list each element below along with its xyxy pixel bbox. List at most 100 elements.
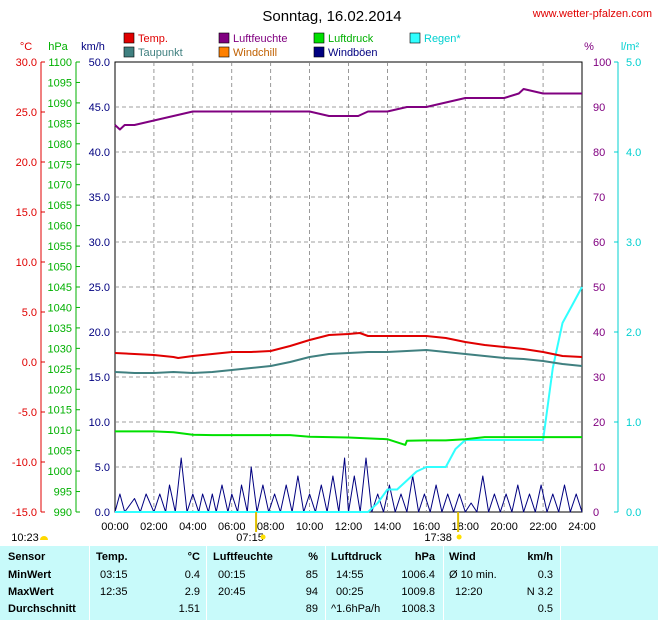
pressure-value: 1009.8	[401, 586, 435, 598]
humidity-tick-label: 90	[593, 102, 605, 114]
header-pressure: Luftdruck	[331, 551, 382, 563]
x-tick-label: 22:00	[529, 521, 557, 533]
pressure-tick-label: 1080	[48, 139, 72, 151]
wind-value: N 3.2	[526, 586, 553, 598]
pressure-tick-label: 1085	[48, 118, 72, 130]
x-tick-label: 02:00	[140, 521, 168, 533]
temp-tick-label: 10.0	[16, 257, 37, 269]
row-label: MinWert	[8, 569, 52, 581]
temp-tick-label: 0.0	[22, 357, 37, 369]
humidity-tick-label: 0	[593, 507, 599, 519]
temp-value: 1.51	[178, 603, 200, 615]
temp-tick-label: 30.0	[16, 57, 37, 69]
legend-swatch	[123, 32, 135, 44]
pressure-tick-label: 1035	[48, 323, 72, 335]
temp-tick-label: -5.0	[18, 407, 37, 419]
x-tick-label: 00:00	[101, 521, 129, 533]
humidity-tick-label: 80	[593, 147, 605, 159]
pressure-tick-label: 1030	[48, 343, 72, 355]
pressure-tick-label: 1070	[48, 180, 72, 192]
legend-swatch	[409, 32, 421, 44]
header-sensor: Sensor	[8, 551, 46, 563]
wind-tick-label: 25.0	[89, 282, 110, 294]
header-pressure-unit: hPa	[414, 551, 435, 563]
rain-axis-unit: l/m²	[621, 41, 640, 53]
x-tick-label: 10:00	[296, 521, 324, 533]
pressure-tick-label: 1025	[48, 364, 72, 376]
humidity-value: 89	[305, 603, 318, 615]
pressure-axis-unit: hPa	[48, 41, 68, 53]
humidity-tick-label: 30	[593, 372, 605, 384]
temp-axis-unit: °C	[20, 41, 32, 53]
moon-icon	[40, 536, 48, 540]
chart-title: Sonntag, 16.02.2014	[262, 8, 401, 25]
moonrise-label: 10:23	[11, 532, 39, 544]
header-humidity-unit: %	[308, 551, 318, 563]
pressure-tick-label: 1060	[48, 221, 72, 233]
x-tick-label: 04:00	[179, 521, 207, 533]
pressure-tick-label: 1000	[48, 466, 72, 478]
wind-tick-label: 35.0	[89, 192, 110, 204]
temp-time: 03:15	[100, 569, 128, 581]
wind-tick-label: 20.0	[89, 327, 110, 339]
header-humidity: Luftfeuchte	[213, 551, 273, 563]
weather-chart: Sonntag, 16.02.2014 www.wetter-pfalzen.co…	[11, 8, 652, 544]
x-tick-label: 16:00	[413, 521, 441, 533]
temp-value: 0.4	[184, 569, 200, 581]
x-tick-label: 14:00	[374, 521, 402, 533]
pressure-tick-label: 1005	[48, 446, 72, 458]
wind-tick-label: 15.0	[89, 372, 110, 384]
series-line-luftdruck	[115, 430, 582, 446]
temp-value: 2.9	[184, 586, 200, 598]
humidity-tick-label: 70	[593, 192, 605, 204]
pressure-value: 1008.3	[401, 603, 435, 615]
x-tick-label: 20:00	[490, 521, 518, 533]
pressure-tick-label: 1050	[48, 262, 72, 274]
wind-tick-label: 40.0	[89, 147, 110, 159]
humidity-time: 20:45	[218, 586, 246, 598]
wind-tick-label: 50.0	[89, 57, 110, 69]
pressure-tick-label: 1065	[48, 200, 72, 212]
rain-tick-label: 4.0	[626, 147, 641, 159]
wind-tick-label: 0.0	[95, 507, 110, 519]
wind-time: Ø 10 min.	[449, 569, 497, 581]
temp-tick-label: 25.0	[16, 107, 37, 119]
legend-label: Taupunkt	[138, 47, 183, 59]
legend-swatch	[313, 32, 325, 44]
wind-value: 0.5	[537, 603, 553, 615]
humidity-tick-label: 60	[593, 237, 605, 249]
pressure-tick-label: 1045	[48, 282, 72, 294]
pressure-tick-label: 995	[54, 487, 72, 499]
humidity-tick-label: 10	[593, 462, 605, 474]
x-tick-label: 08:00	[257, 521, 285, 533]
pressure-tick-label: 1075	[48, 159, 72, 171]
pressure-time: 14:55	[336, 569, 364, 581]
x-tick-label: 18:00	[451, 521, 479, 533]
rain-tick-label: 3.0	[626, 237, 641, 249]
wind-tick-label: 10.0	[89, 417, 110, 429]
legend-label: Temp.	[138, 33, 168, 45]
temp-tick-label: 20.0	[16, 157, 37, 169]
sunrise-label: 07:15	[236, 532, 264, 544]
legend-swatch	[218, 46, 230, 58]
legend-label: Luftfeuchte	[233, 33, 287, 45]
row-label: MaxWert	[8, 586, 54, 598]
pressure-tick-label: 1020	[48, 384, 72, 396]
humidity-tick-label: 20	[593, 417, 605, 429]
sun-icon	[260, 534, 266, 540]
pressure-trend: ^1.6hPa/h	[331, 603, 381, 615]
header-temp-unit: °C	[187, 551, 200, 563]
wind-value: 0.3	[537, 569, 553, 581]
stats-row-min: MinWert 03:15 0.4 00:15 85 14:55 1006.4 …	[0, 567, 658, 583]
x-tick-label: 24:00	[568, 521, 596, 533]
wind-tick-label: 5.0	[95, 462, 110, 474]
pressure-tick-label: 1100	[48, 57, 72, 69]
wind-time: 12:20	[455, 586, 483, 598]
wind-tick-label: 30.0	[89, 237, 110, 249]
stats-header-row: Sensor Temp. °C Luftfeuchte % Luftdruck …	[0, 549, 658, 565]
pressure-tick-label: 1015	[48, 405, 72, 417]
humidity-value: 85	[305, 569, 318, 581]
humidity-axis-unit: %	[584, 41, 594, 53]
row-label: Durchschnitt	[8, 603, 76, 615]
header-wind: Wind	[449, 551, 476, 563]
